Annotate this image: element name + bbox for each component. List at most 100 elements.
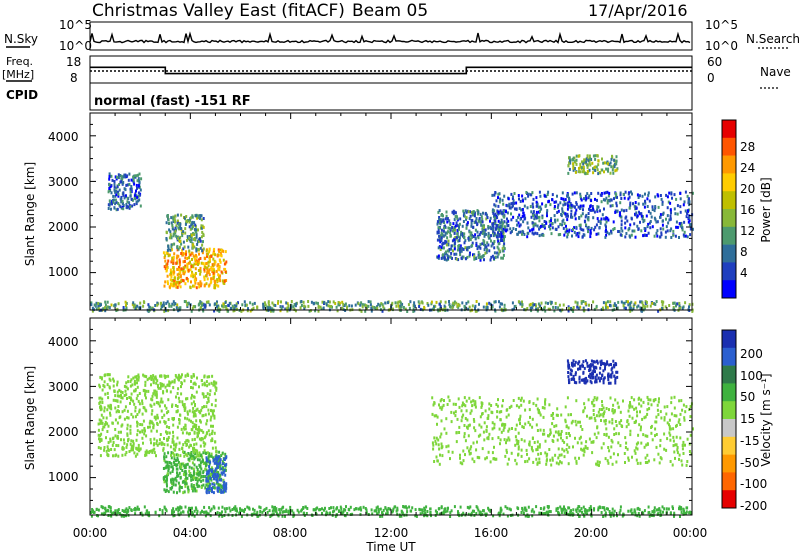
scatter-cell: [167, 398, 170, 402]
scatter-cell: [175, 282, 178, 286]
scatter-cell: [191, 428, 194, 432]
scatter-cell: [522, 199, 524, 203]
scatter-cell: [190, 236, 193, 240]
scatter-cell: [189, 455, 192, 459]
scatter-cell: [219, 458, 222, 462]
scatter-cell: [471, 234, 474, 237]
scatter-cell: [171, 278, 174, 282]
scatter-cell: [171, 437, 174, 441]
scatter-cell: [598, 408, 601, 411]
scatter-cell: [674, 443, 677, 447]
scatter-cell: [573, 363, 576, 367]
scatter-cell: [661, 200, 664, 204]
scatter-cell: [187, 261, 190, 265]
scatter-cell: [186, 462, 189, 466]
scatter-cell: [216, 253, 219, 257]
scatter-cell: [647, 191, 650, 195]
scatter-cell: [640, 214, 643, 218]
scatter-cell: [659, 410, 662, 414]
scatter-cell: [100, 438, 103, 442]
scatter-cell: [517, 453, 519, 457]
scatter-cell: [188, 220, 191, 224]
scatter-cell: [557, 447, 560, 451]
scatter-cell: [216, 475, 219, 479]
scatter-cell: [627, 192, 630, 196]
scatter-cell: [207, 399, 210, 403]
scatter-cell: [463, 236, 465, 240]
scatter-cell: [151, 394, 154, 398]
scatter-cell: [575, 162, 578, 166]
scatter-cell: [215, 478, 218, 482]
scatter-cell: [176, 303, 179, 307]
scatter-cell: [669, 208, 672, 212]
scatter-cell: [548, 448, 551, 451]
scatter-cell: [174, 220, 176, 224]
scatter-cell: [666, 229, 669, 233]
scatter-cell: [617, 405, 620, 409]
scatter-cell: [575, 399, 578, 403]
scatter-cell: [609, 304, 612, 308]
scatter-cell: [571, 364, 574, 368]
scatter-cell: [588, 437, 591, 441]
scatter-cell: [594, 380, 597, 384]
scatter-cell: [625, 215, 628, 219]
scatter-cell: [612, 171, 615, 175]
scatter-cell: [490, 239, 492, 243]
scatter-cell: [558, 453, 561, 457]
scatter-cell: [646, 461, 649, 464]
scatter-cell: [595, 436, 598, 440]
scatter-cell: [614, 379, 617, 382]
scatter-cell: [165, 479, 168, 483]
scatter-cell: [439, 406, 442, 410]
scatter-cell: [125, 385, 128, 389]
scatter-cell: [457, 235, 460, 239]
scatter-cell: [568, 167, 571, 171]
scatter-cell: [489, 225, 492, 229]
scatter-cell: [168, 221, 171, 225]
scatter-cell: [557, 209, 560, 213]
scatter-cell: [164, 460, 167, 464]
scatter-cell: [448, 303, 451, 307]
scatter-cell: [603, 217, 606, 221]
scatter-cell: [460, 256, 463, 260]
scatter-cell: [117, 302, 120, 306]
scatter-cell: [165, 267, 168, 271]
scatter-cell: [437, 443, 440, 447]
scatter-cell: [453, 242, 456, 246]
scatter-cell: [364, 304, 367, 307]
scatter-cell: [198, 237, 201, 241]
scatter-cell: [673, 395, 676, 399]
scatter-cell: [454, 236, 457, 239]
scatter-cell: [688, 305, 690, 309]
scatter-cell: [605, 306, 607, 310]
scatter-cell: [550, 300, 553, 304]
scatter-cell: [560, 453, 563, 457]
scatter-cell: [576, 301, 579, 305]
scatter-cell: [204, 434, 207, 438]
scatter-cell: [577, 205, 580, 209]
scatter-cell: [130, 448, 133, 452]
scatter-cell: [166, 411, 168, 415]
scatter-cell: [585, 223, 588, 227]
scatter-cell: [216, 462, 219, 466]
scatter-cell: [400, 305, 403, 309]
scatter-cell: [555, 413, 558, 417]
scatter-cell: [197, 430, 200, 434]
scatter-cell: [437, 210, 440, 214]
scatter-cell: [201, 455, 204, 459]
scatter-cell: [211, 474, 214, 478]
scatter-cell: [205, 458, 208, 462]
scatter-cell: [440, 256, 443, 260]
scatter-cell: [213, 414, 216, 418]
scatter-cell: [475, 300, 478, 303]
scatter-cell: [115, 208, 118, 212]
scatter-cell: [149, 438, 152, 442]
scatter-cell: [195, 465, 198, 469]
scatter-cell: [538, 190, 541, 194]
scatter-cell: [485, 245, 488, 249]
scatter-cell: [156, 423, 159, 426]
scatter-cell: [644, 456, 647, 460]
scatter-cell: [461, 462, 464, 466]
scatter-cell: [136, 413, 139, 416]
scatter-cell: [480, 255, 483, 259]
